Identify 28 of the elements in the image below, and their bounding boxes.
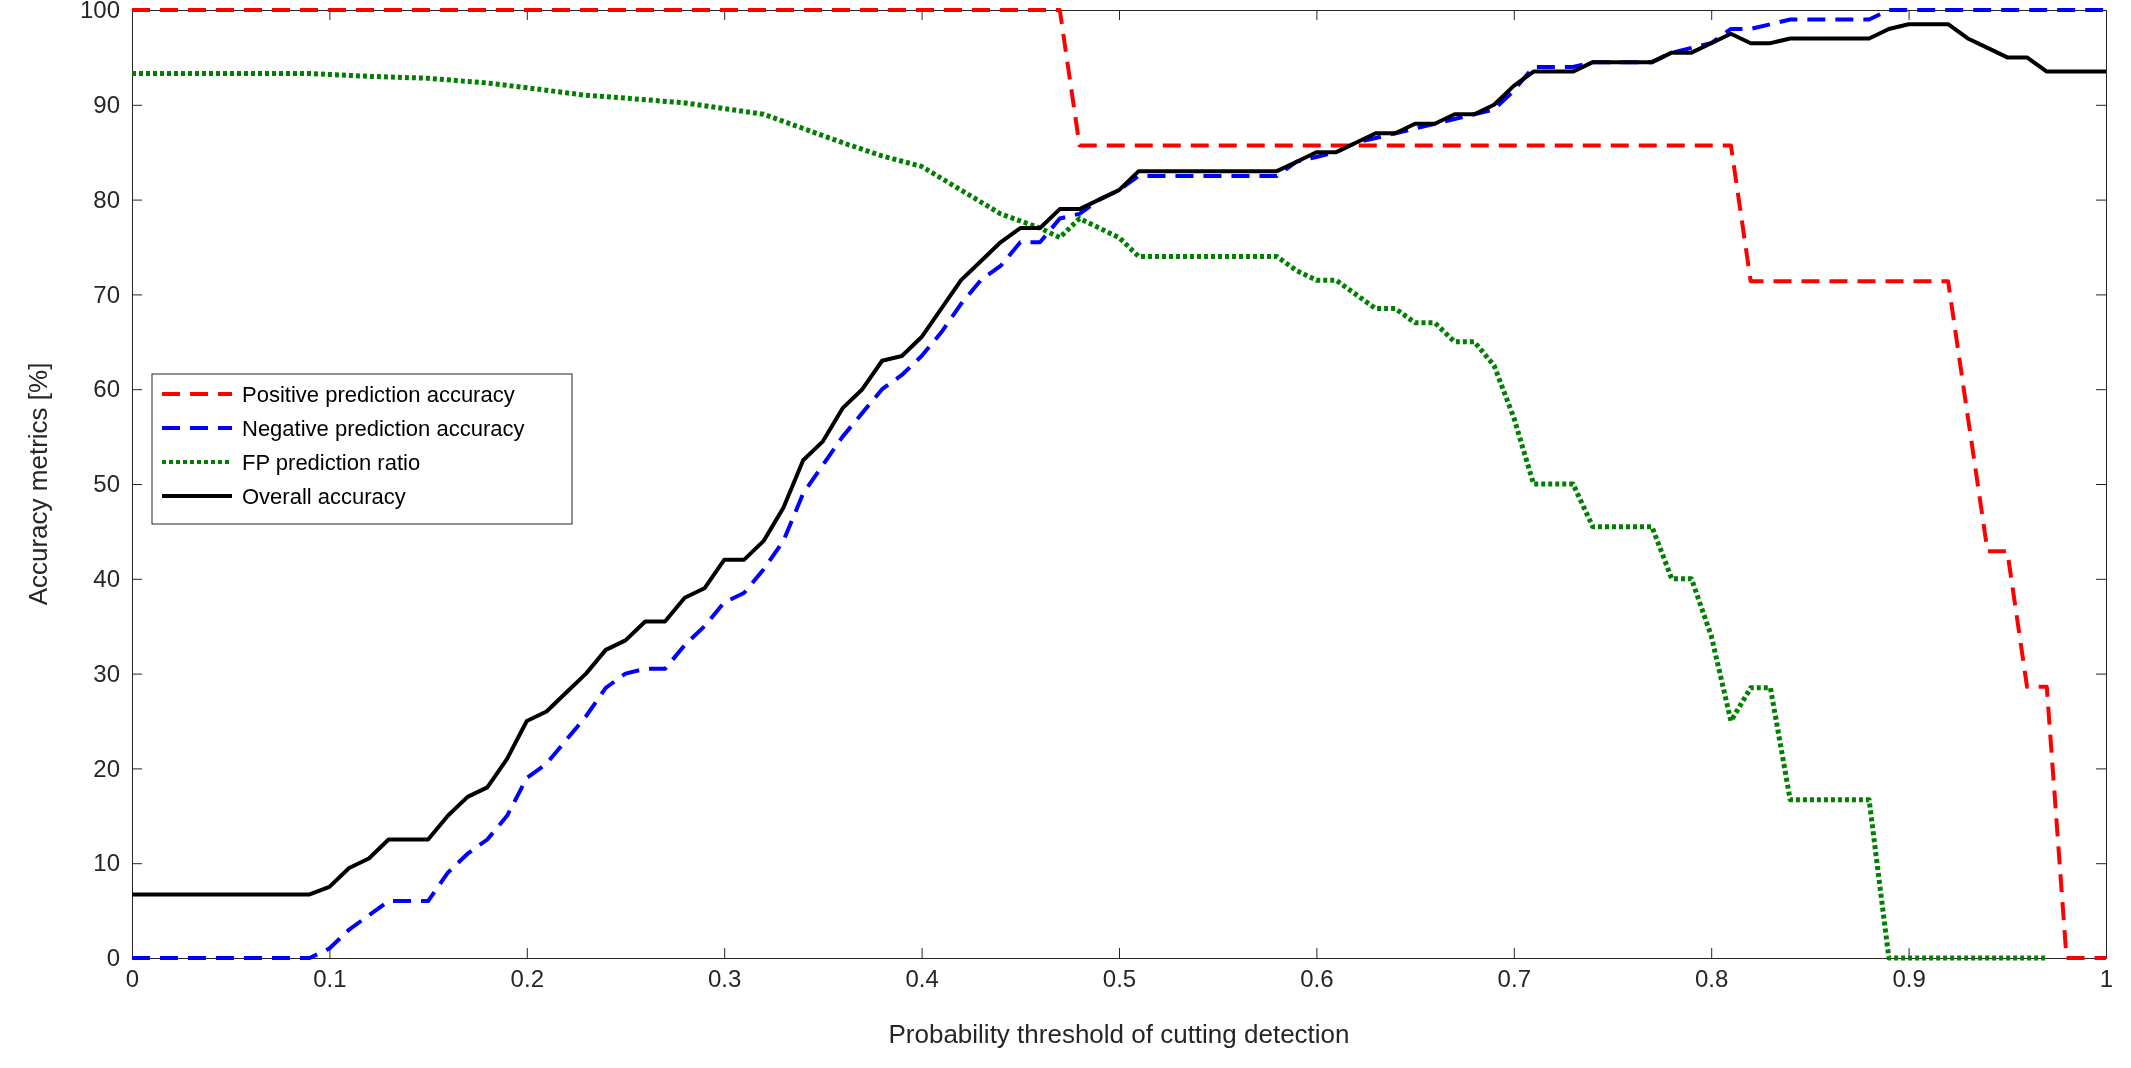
y-tick-label: 40 xyxy=(93,564,120,592)
y-tick-label: 60 xyxy=(93,375,120,403)
y-tick-label: 0 xyxy=(106,944,120,972)
x-tick-label: 0 xyxy=(125,965,140,993)
x-tick-label: 0.3 xyxy=(708,965,742,993)
legend-label: Positive prediction accuracy xyxy=(242,382,515,407)
x-tick-label: 1 xyxy=(2099,965,2114,993)
y-axis-title: Accuracy metrics [%] xyxy=(23,362,53,606)
x-tick-label: 0.1 xyxy=(313,965,347,993)
y-tick-label: 80 xyxy=(93,185,120,213)
legend-label: FP prediction ratio xyxy=(242,450,421,475)
x-tick-label: 0.2 xyxy=(510,965,544,993)
x-tick-label: 0.8 xyxy=(1695,965,1729,993)
y-tick-label: 100 xyxy=(79,0,120,24)
x-tick-label: 0.9 xyxy=(1892,965,1926,993)
y-tick-label: 10 xyxy=(93,849,120,877)
legend-label: Overall accuracy xyxy=(242,484,406,509)
y-tick-label: 30 xyxy=(93,659,120,687)
x-tick-label: 0.7 xyxy=(1497,965,1531,993)
y-tick-label: 70 xyxy=(93,280,120,308)
legend-label: Negative prediction accuracy xyxy=(242,416,525,441)
x-tick-label: 0.6 xyxy=(1300,965,1334,993)
y-tick-label: 20 xyxy=(93,754,120,782)
x-tick-label: 0.5 xyxy=(1102,965,1137,993)
y-tick-label: 90 xyxy=(93,90,120,118)
y-tick-label: 50 xyxy=(93,470,120,498)
x-axis-title: Probability threshold of cutting detection xyxy=(888,1019,1350,1049)
x-tick-label: 0.4 xyxy=(905,965,939,993)
